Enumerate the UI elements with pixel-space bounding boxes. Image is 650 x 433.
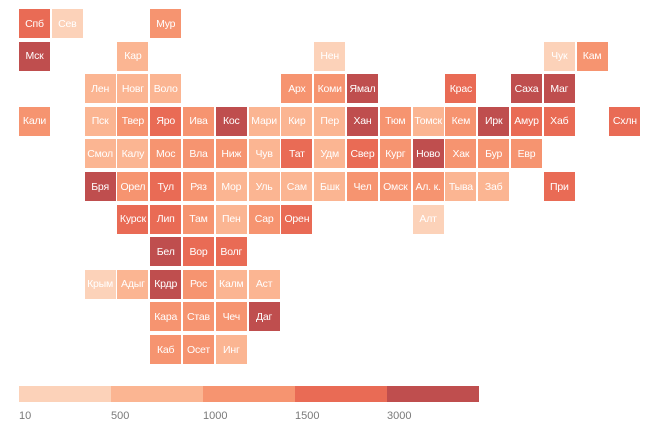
region-tile: Бур (478, 139, 510, 169)
region-tile: Кург (379, 139, 411, 169)
legend-tick-label: 500 (111, 410, 130, 422)
legend-tick-label: 10 (19, 410, 32, 422)
region-tile: Бшк (314, 172, 346, 201)
region-tile: Ямал (347, 74, 378, 104)
region-tile: Хаб (543, 106, 575, 136)
region-tile: Орел (117, 172, 149, 201)
region-tile: Пск (84, 106, 116, 136)
region-tile: Алт (412, 204, 444, 234)
region-tile: Ива (183, 106, 214, 136)
region-tile: Заб (478, 172, 510, 201)
region-tile: Омск (379, 172, 411, 201)
region-tile-map: Спб Сев Мур Мск Кар Нен Чук Кам Лен Новг Воло Арх Ко… (19, 9, 641, 364)
region-tile: Осет (183, 335, 214, 364)
region-tile: Сар (248, 204, 280, 234)
region-tile: Пер (314, 106, 346, 136)
region-tile: Став (183, 302, 214, 332)
region-tile: Сам (281, 172, 313, 201)
legend-segment-2 (111, 386, 203, 402)
region-tile: Мск (19, 41, 50, 71)
region-tile: Крым (84, 269, 116, 299)
region-tile: Ниж (215, 139, 247, 169)
region-tile: Схлн (609, 106, 641, 136)
region-tile: Кара (150, 302, 182, 332)
region-tile: Аст (248, 269, 280, 299)
region-tile: Кали (19, 106, 50, 136)
region-tile: Крас (445, 74, 477, 104)
region-tile: Спб (19, 9, 50, 38)
region-tile: Удм (314, 139, 346, 169)
region-tile: Свер (347, 139, 378, 169)
region-tile: Курск (117, 204, 149, 234)
region-tile: Уль (248, 172, 280, 201)
color-legend: 10 500 1000 1500 3000 (19, 386, 479, 426)
region-tile: Нен (314, 41, 346, 71)
region-tile: Тат (281, 139, 313, 169)
region-tile: Даг (248, 302, 280, 332)
region-tile: Инг (215, 335, 247, 364)
region-tile: Хак (445, 139, 477, 169)
legend-segment-5 (387, 386, 479, 402)
region-tile: Воло (150, 74, 182, 104)
region-tile: Твер (117, 106, 149, 136)
region-tile: Хан (347, 106, 378, 136)
legend-tick-label: 3000 (387, 410, 412, 422)
region-tile: При (543, 172, 575, 201)
region-tile: Новг (117, 74, 149, 104)
region-tile: Чеч (215, 302, 247, 332)
region-tile: Кем (445, 106, 477, 136)
legend-segment-4 (295, 386, 387, 402)
region-tile: Тул (150, 172, 182, 201)
region-tile: Сев (51, 9, 83, 38)
region-tile: Ирк (478, 106, 510, 136)
region-tile: Амур (511, 106, 542, 136)
region-tile: Мари (248, 106, 280, 136)
region-tile: Ал. к. (412, 172, 444, 201)
region-tile: Лип (150, 204, 182, 234)
region-tile: Кар (117, 41, 149, 71)
region-tile: Калм (215, 269, 247, 299)
region-tile: Адыг (117, 269, 149, 299)
region-tile: Там (183, 204, 214, 234)
region-tile: Тыва (445, 172, 477, 201)
region-tile: Яро (150, 106, 182, 136)
region-tile: Кам (576, 41, 608, 71)
region-tile: Чук (543, 41, 575, 71)
region-tile: Калу (117, 139, 149, 169)
legend-segment-3 (203, 386, 295, 402)
region-tile: Чел (347, 172, 378, 201)
region-tile: Евр (511, 139, 542, 169)
region-tile: Маг (543, 74, 575, 104)
region-tile: Пен (215, 204, 247, 234)
region-tile: Крдр (150, 269, 182, 299)
region-tile: Чув (248, 139, 280, 169)
region-tile: Мур (150, 9, 182, 38)
region-tile: Каб (150, 335, 182, 364)
region-tile: Саха (511, 74, 542, 104)
region-tile: Ново (412, 139, 444, 169)
region-tile: Бел (150, 237, 182, 267)
legend-segment-1 (19, 386, 111, 402)
region-tile: Кир (281, 106, 313, 136)
legend-tick-label: 1500 (295, 410, 320, 422)
region-tile: Лен (84, 74, 116, 104)
region-tile: Вла (183, 139, 214, 169)
region-tile: Вор (183, 237, 214, 267)
region-tile: Коми (314, 74, 346, 104)
region-tile: Бря (84, 172, 116, 201)
region-tile: Кос (215, 106, 247, 136)
region-tile: Томск (412, 106, 444, 136)
region-tile: Орен (281, 204, 313, 234)
region-tile: Мор (215, 172, 247, 201)
region-tile: Мос (150, 139, 182, 169)
region-tile: Ряз (183, 172, 214, 201)
legend-tick-label: 1000 (203, 410, 228, 422)
region-tile: Волг (215, 237, 247, 267)
region-tile: Арх (281, 74, 313, 104)
region-tile: Смол (84, 139, 116, 169)
region-tile: Рос (183, 269, 214, 299)
region-tile: Тюм (379, 106, 411, 136)
